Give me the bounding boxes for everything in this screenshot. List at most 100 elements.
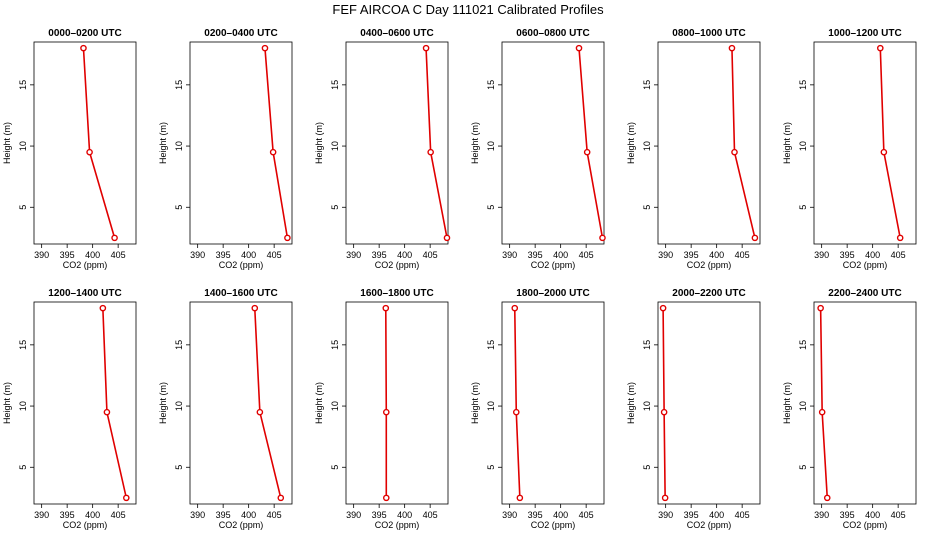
x-tick-label: 405 [579,510,594,520]
panel-title: 0000–0200 UTC [48,28,121,39]
profile-point [261,44,269,52]
x-tick-label: 405 [423,250,438,260]
x-axis-label: CO2 (ppm) [63,520,108,530]
x-tick-label: 405 [579,250,594,260]
profile-line [102,308,128,499]
y-axis-label: Height (m) [2,382,12,424]
profile-point [99,304,107,312]
profile-point [823,494,831,502]
x-tick-label: 390 [502,510,517,520]
x-tick-label: 390 [658,510,673,520]
panel-frame [813,41,917,245]
y-tick-label: 5 [798,465,808,470]
x-tick-label: 395 [216,510,231,520]
panel-title: 0400–0600 UTC [360,28,433,39]
profile-point [512,408,520,416]
y-axis-label: Height (m) [314,122,324,164]
panel-frame [33,41,137,245]
panel-title: 0200–0400 UTC [204,28,277,39]
profile-point [511,304,519,312]
y-tick-label: 15 [798,340,808,350]
profile-point [877,44,884,52]
x-tick-label: 400 [241,250,256,260]
y-axis-label: Height (m) [626,122,636,164]
x-tick-label: 390 [34,510,49,520]
y-tick-label: 10 [642,401,652,411]
y-tick-label: 5 [330,465,340,470]
y-axis-label: Height (m) [2,122,12,164]
y-tick-label: 10 [18,401,28,411]
profile-point [575,44,583,52]
x-tick-label: 400 [553,250,568,260]
profile-point [382,408,390,416]
profile-point [123,494,130,502]
profile-point [284,234,291,242]
y-tick-label: 15 [18,80,28,90]
profile-point [251,304,259,312]
y-tick-label: 10 [18,141,28,151]
x-tick-label: 395 [372,250,387,260]
profile-point [80,44,87,52]
y-tick-label: 10 [642,141,652,151]
x-axis-label: CO2 (ppm) [375,520,420,530]
y-tick-label: 10 [486,401,496,411]
y-tick-label: 5 [798,205,808,210]
profile-point [728,44,736,52]
x-tick-label: 390 [658,250,673,260]
x-tick-label: 395 [840,510,855,520]
x-tick-label: 390 [502,250,517,260]
y-tick-label: 10 [486,141,496,151]
y-axis-label: Height (m) [470,382,480,424]
profile-line [879,48,901,239]
profile-point [427,148,434,156]
profile-point [269,148,277,156]
panel-title: 1600–1800 UTC [360,288,433,299]
profile-point [751,234,759,242]
profile-line [425,48,448,239]
x-axis-label: CO2 (ppm) [843,520,888,530]
y-tick-label: 5 [330,205,340,210]
x-tick-label: 400 [397,250,412,260]
x-tick-label: 390 [814,510,829,520]
y-tick-label: 5 [486,465,496,470]
profile-line [253,308,282,499]
profile-point [583,148,591,156]
x-tick-label: 400 [85,250,100,260]
panel-title: 1400–1600 UTC [204,288,277,299]
x-tick-label: 405 [735,510,750,520]
profile-point [661,494,669,502]
panel-title: 0800–1000 UTC [672,28,745,39]
x-tick-label: 400 [553,510,568,520]
panel-frame [657,301,761,505]
profile-point [256,408,264,416]
y-tick-label: 10 [174,141,184,151]
panel-frame [657,41,761,245]
profile-line [513,308,521,498]
profile-line [82,48,116,239]
y-tick-label: 5 [18,465,28,470]
panel-frame [345,301,449,505]
y-tick-label: 15 [330,80,340,90]
y-tick-label: 15 [642,80,652,90]
y-tick-label: 15 [174,340,184,350]
x-tick-label: 395 [60,510,75,520]
panel-frame [189,301,293,505]
x-tick-label: 405 [111,250,126,260]
panel-title: 2000–2200 UTC [672,288,745,299]
profile-point [103,408,111,416]
profile-point [86,148,93,156]
y-tick-label: 5 [174,465,184,470]
profile-point [111,234,118,242]
x-tick-label: 400 [241,510,256,520]
x-tick-label: 395 [840,250,855,260]
x-tick-label: 405 [735,250,750,260]
y-tick-label: 5 [174,205,184,210]
x-tick-label: 405 [111,510,126,520]
x-axis-label: CO2 (ppm) [687,520,732,530]
panel-title: 0600–0800 UTC [516,28,589,39]
panel-title: 2200–2400 UTC [828,288,901,299]
y-tick-label: 10 [174,401,184,411]
y-tick-label: 15 [18,340,28,350]
y-tick-label: 15 [486,80,496,90]
